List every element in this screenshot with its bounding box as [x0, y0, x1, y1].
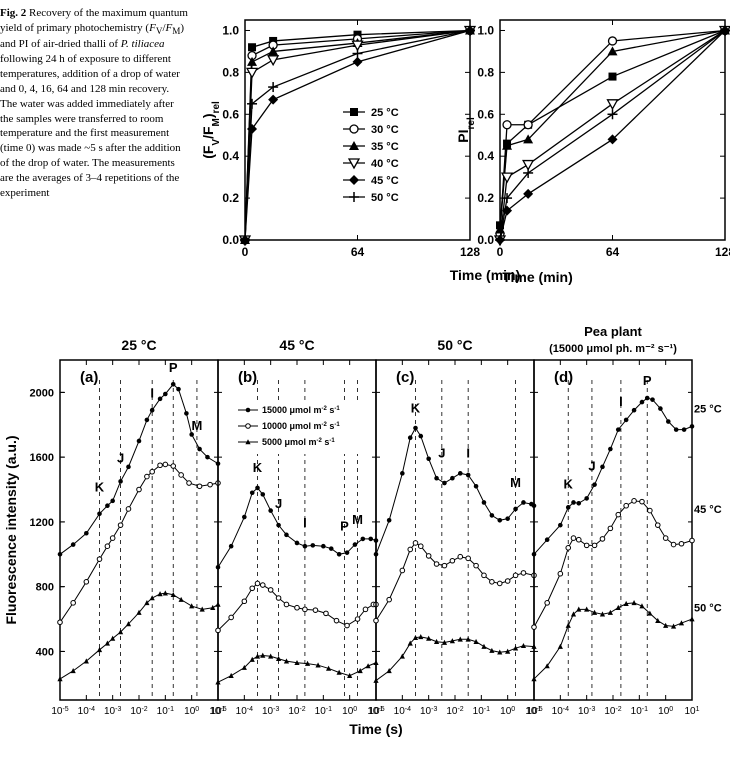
svg-text:10-4: 10-4 — [552, 706, 569, 718]
svg-text:40 °C: 40 °C — [371, 158, 399, 170]
svg-text:64: 64 — [606, 245, 620, 259]
svg-text:25 °C: 25 °C — [121, 337, 156, 353]
svg-text:1600: 1600 — [30, 452, 54, 464]
svg-text:64: 64 — [351, 245, 365, 259]
svg-text:0.6: 0.6 — [477, 107, 494, 121]
svg-text:128: 128 — [715, 245, 730, 259]
svg-text:J: J — [275, 496, 282, 511]
svg-text:I: I — [619, 394, 623, 409]
svg-text:45 °C: 45 °C — [279, 337, 314, 353]
svg-text:1.0: 1.0 — [477, 23, 494, 37]
svg-text:100: 100 — [342, 706, 357, 718]
bottom-charts: 25 °C (a) 400 800 1200 1600 2000 10-5 10-4 10-3 10… — [0, 320, 737, 760]
svg-text:I: I — [466, 446, 470, 461]
svg-text:15000 μmol m-2 s-1: 15000 μmol m-2 s-1 — [262, 405, 340, 415]
svg-text:0.8: 0.8 — [222, 65, 239, 79]
svg-text:101: 101 — [684, 706, 699, 718]
svg-text:0: 0 — [497, 245, 504, 259]
svg-text:0.2: 0.2 — [477, 191, 494, 205]
svg-text:10-1: 10-1 — [473, 706, 490, 718]
svg-text:100: 100 — [500, 706, 515, 718]
top-svg: 0.0 0.2 0.4 0.6 0.8 1.0 0 64 128 (FV/FM)rel 0.0 0.2… — [200, 2, 730, 302]
svg-text:10-3: 10-3 — [262, 706, 279, 718]
svg-text:10-4: 10-4 — [78, 706, 95, 718]
svg-text:M: M — [192, 418, 203, 433]
svg-text:0.2: 0.2 — [222, 191, 239, 205]
svg-text:10-1: 10-1 — [315, 706, 332, 718]
svg-text:10-5: 10-5 — [525, 706, 542, 718]
svg-text:0.6: 0.6 — [222, 107, 239, 121]
svg-text:128: 128 — [460, 245, 480, 259]
svg-text:35 °C: 35 °C — [371, 141, 399, 153]
svg-text:1.0: 1.0 — [222, 23, 239, 37]
svg-text:K: K — [253, 460, 263, 475]
svg-text:25 °C: 25 °C — [371, 107, 399, 119]
svg-text:30 °C: 30 °C — [371, 124, 399, 136]
svg-text:50 °C: 50 °C — [371, 192, 399, 204]
svg-text:10-2: 10-2 — [288, 706, 305, 718]
svg-text:K: K — [95, 480, 105, 495]
svg-text:(FV/FM)rel: (FV/FM)rel — [200, 101, 222, 159]
caption-prefix: Fig. 2 — [0, 7, 26, 19]
svg-text:Pea plant: Pea plant — [584, 324, 642, 339]
svg-text:P: P — [340, 518, 349, 533]
svg-text:10-5: 10-5 — [367, 706, 384, 718]
svg-text:0: 0 — [242, 245, 249, 259]
svg-text:25 °C: 25 °C — [694, 404, 722, 416]
svg-text:(d): (d) — [554, 369, 573, 386]
svg-text:10-5: 10-5 — [51, 706, 68, 718]
svg-text:M: M — [352, 512, 363, 527]
svg-text:P: P — [169, 360, 178, 375]
svg-text:Fluorescence intensity (a.u.): Fluorescence intensity (a.u.) — [3, 435, 19, 624]
svg-text:50 °C: 50 °C — [437, 337, 472, 353]
svg-text:400: 400 — [36, 646, 54, 658]
svg-text:(b): (b) — [238, 369, 257, 386]
svg-text:I: I — [303, 515, 307, 530]
svg-text:0.0: 0.0 — [222, 233, 239, 247]
bottom-svg: 25 °C (a) 400 800 1200 1600 2000 10-5 10-4 10-3 10… — [0, 320, 737, 760]
svg-text:J: J — [438, 446, 445, 461]
svg-text:50 °C: 50 °C — [694, 603, 722, 615]
svg-text:K: K — [564, 476, 574, 491]
svg-text:0.8: 0.8 — [477, 65, 494, 79]
svg-text:Time (s): Time (s) — [349, 721, 402, 737]
svg-text:10-2: 10-2 — [604, 706, 621, 718]
figure-caption: Fig. 2 Recovery of the maximum quantum y… — [0, 6, 188, 201]
top-charts: 0.0 0.2 0.4 0.6 0.8 1.0 0 64 128 (FV/FM)rel 0.0 0.2… — [200, 2, 730, 302]
svg-text:100: 100 — [184, 706, 199, 718]
svg-text:0.4: 0.4 — [222, 149, 239, 163]
svg-text:(c): (c) — [396, 369, 414, 386]
svg-text:10-5: 10-5 — [209, 706, 226, 718]
svg-text:2000: 2000 — [30, 387, 54, 399]
svg-text:10-2: 10-2 — [130, 706, 147, 718]
svg-text:PIrel: PIrel — [455, 117, 477, 143]
svg-text:M: M — [510, 475, 521, 490]
svg-text:J: J — [588, 459, 595, 474]
svg-text:800: 800 — [36, 582, 54, 594]
svg-text:K: K — [411, 400, 421, 415]
svg-text:10-2: 10-2 — [446, 706, 463, 718]
svg-text:0.0: 0.0 — [477, 233, 494, 247]
svg-text:(15000 μmol ph. m⁻² s⁻¹): (15000 μmol ph. m⁻² s⁻¹) — [549, 343, 677, 355]
svg-text:10-4: 10-4 — [236, 706, 253, 718]
svg-text:5000 μmol m-2 s-1: 5000 μmol m-2 s-1 — [262, 437, 335, 447]
svg-text:(a): (a) — [80, 369, 98, 386]
svg-text:45 °C: 45 °C — [371, 175, 399, 187]
svg-text:10-1: 10-1 — [157, 706, 174, 718]
svg-text:10000 μmol m-2 s-1: 10000 μmol m-2 s-1 — [262, 421, 340, 431]
svg-text:0.4: 0.4 — [477, 149, 494, 163]
svg-text:P: P — [643, 373, 652, 388]
svg-text:I: I — [150, 386, 154, 401]
svg-text:10-3: 10-3 — [104, 706, 121, 718]
svg-text:Time (min): Time (min) — [450, 267, 521, 283]
svg-text:45 °C: 45 °C — [694, 504, 722, 516]
svg-text:10-4: 10-4 — [394, 706, 411, 718]
svg-text:10-1: 10-1 — [631, 706, 648, 718]
svg-text:100: 100 — [658, 706, 673, 718]
svg-text:J: J — [117, 450, 124, 465]
svg-text:10-3: 10-3 — [420, 706, 437, 718]
svg-text:1200: 1200 — [30, 517, 54, 529]
svg-text:10-3: 10-3 — [578, 706, 595, 718]
